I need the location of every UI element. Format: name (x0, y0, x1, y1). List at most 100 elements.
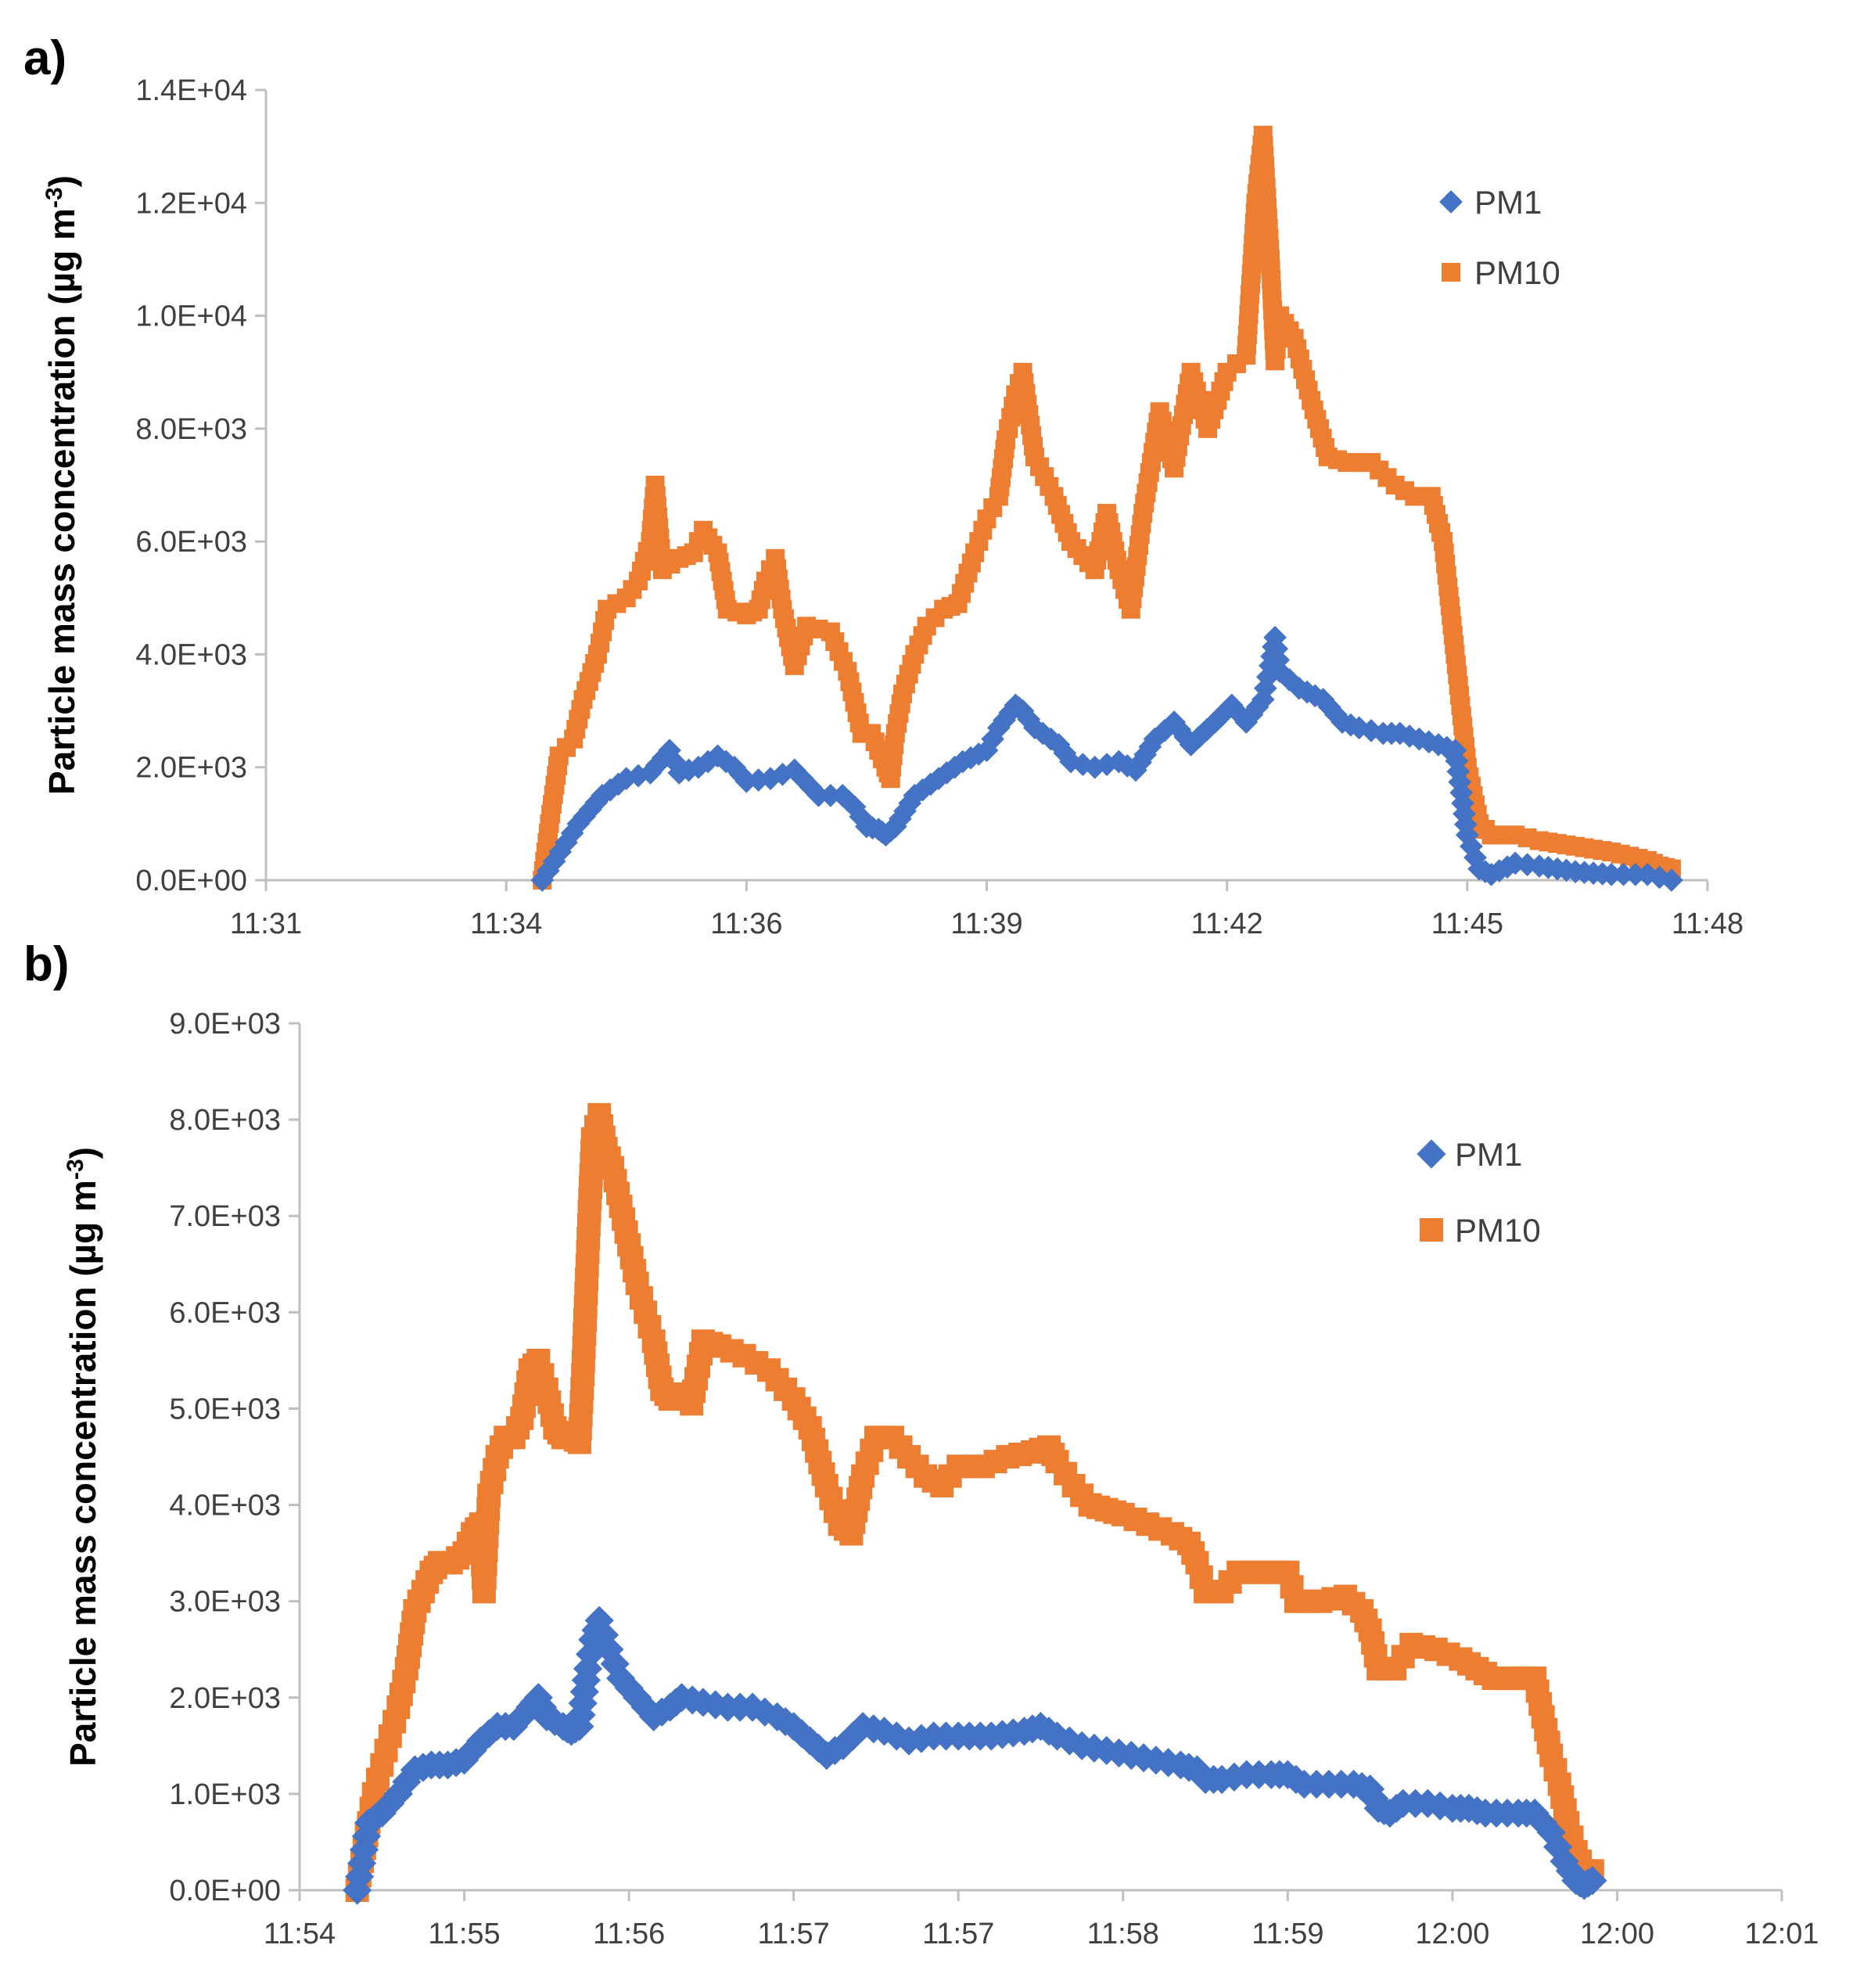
legend-marker-pm1 (1439, 190, 1463, 214)
pm1-point (1311, 688, 1335, 712)
pm1-point (882, 1721, 911, 1751)
panel-label: a) (23, 31, 66, 85)
x-tick-label: 12:00 (1415, 1918, 1489, 1950)
x-tick-label: 11:34 (470, 908, 542, 940)
pm1-point (1660, 868, 1683, 892)
pm1-point (803, 1733, 833, 1763)
pm1-point (688, 1688, 718, 1717)
x-tick-label: 11:45 (1431, 908, 1503, 940)
y-tick-label: 8.0E+03 (169, 1104, 281, 1137)
y-tick-label: 6.0E+03 (169, 1296, 281, 1329)
y-axis-title: Particle mass concentration (µg m-3) (63, 1147, 104, 1767)
pm1-point (1227, 702, 1251, 726)
panel-label: b) (23, 937, 70, 991)
pm1-point (1487, 859, 1511, 883)
pm1-point (605, 1663, 636, 1693)
y-axis-title: Particle mass concentration (µg m-3) (41, 175, 83, 795)
series-pm1 (530, 625, 1683, 892)
pm1-point (383, 1779, 413, 1809)
pm1-point (1115, 754, 1140, 778)
y-tick-label: 9.0E+03 (169, 1008, 281, 1041)
legend: PM1 PM10 (1417, 1136, 1541, 1249)
x-tick-label: 11:42 (1191, 908, 1263, 940)
y-tick-label: 1.2E+04 (135, 187, 247, 220)
x-tick-label: 11:39 (950, 908, 1022, 940)
pm1-point (1460, 834, 1483, 858)
pm1-point (799, 775, 823, 799)
pm1-point (950, 750, 975, 774)
x-tick-label: 12:01 (1744, 1918, 1819, 1950)
legend-marker-pm10 (1442, 263, 1460, 282)
x-tick-label: 11:57 (922, 1918, 994, 1950)
pm1-point (967, 742, 991, 766)
pm1-point (1446, 760, 1471, 784)
y-tick-label: 1.0E+03 (169, 1778, 281, 1811)
y-tick-label: 2.0E+03 (169, 1682, 281, 1715)
pm1-point (1083, 755, 1107, 779)
x-tick-label: 11:31 (230, 908, 302, 940)
pm1-point (1407, 727, 1431, 751)
pm1-point (818, 783, 842, 807)
pm1-point (1600, 862, 1624, 886)
x-tick-label: 11:57 (758, 1918, 830, 1950)
y-tick-label: 0.0E+00 (169, 1875, 281, 1907)
pm1-point (1265, 637, 1289, 661)
x-tick-label: 11:54 (264, 1918, 336, 1950)
x-tick-label: 11:59 (1251, 1918, 1323, 1950)
series-pm1 (343, 1605, 1607, 1905)
x-tick-label: 11:56 (593, 1918, 665, 1950)
pm1-point (993, 708, 1016, 732)
y-tick-label: 1.0E+04 (135, 300, 247, 333)
chart-panel-a: a) 0.0E+00 2.0E+03 4.0E+03 6.0E+03 8.0E+03 1.0… (23, 31, 1743, 940)
pm1-point (560, 821, 584, 845)
legend-label-pm1: PM1 (1474, 184, 1542, 221)
pm1-point (1647, 865, 1672, 890)
pm1-point (1455, 823, 1479, 847)
pm1-point (998, 701, 1022, 724)
pm1-point (1212, 702, 1235, 726)
pm1-point (935, 761, 959, 785)
x-tick-label: 11:48 (1672, 908, 1743, 940)
pm1-point (1359, 718, 1383, 742)
pm1-point (1104, 1738, 1134, 1768)
pm1-point (548, 840, 573, 864)
pm1-point (1317, 695, 1341, 719)
pm1-point (614, 1673, 644, 1703)
legend-marker-pm1 (1417, 1139, 1446, 1169)
pm1-point (1168, 717, 1192, 742)
pm1-point (1179, 732, 1203, 757)
pm1-point (392, 1767, 422, 1797)
pm1-point (1268, 660, 1292, 683)
pm1-point (1449, 781, 1474, 805)
pm1-point (449, 1745, 479, 1775)
pm1-point (1031, 721, 1055, 746)
pm1-point (1636, 862, 1660, 886)
legend-label-pm10: PM10 (1474, 254, 1560, 291)
x-tick-label: 11:36 (710, 908, 782, 940)
pm1-point (898, 791, 922, 815)
pm1-point (806, 783, 831, 807)
pm1-point (1417, 730, 1441, 754)
pm1-point (594, 1634, 624, 1664)
y-tick-label: 2.0E+03 (135, 752, 247, 785)
pm1-point (1067, 1731, 1097, 1760)
x-tick-label: 12:00 (1580, 1918, 1654, 1950)
y-tick-label: 1.4E+04 (135, 74, 247, 107)
x-tick-label: 11:58 (1087, 1918, 1159, 1950)
y-tick-label: 7.0E+03 (169, 1200, 281, 1233)
legend-marker-pm10 (1420, 1218, 1443, 1242)
pm1-point (1623, 862, 1647, 886)
pm1-point (1173, 725, 1198, 750)
y-tick-label: 5.0E+03 (169, 1393, 281, 1425)
pm1-point (1263, 625, 1287, 649)
pm1-point (1295, 680, 1319, 704)
pm1-point (1253, 676, 1277, 700)
pm1-point (738, 1692, 767, 1722)
pm1-point (573, 804, 596, 829)
y-tick-label: 0.0E+00 (135, 865, 247, 897)
pm1-point (1550, 1846, 1579, 1876)
pm1-point (578, 797, 602, 821)
pm1-point (537, 859, 560, 883)
y-tick-label: 8.0E+03 (135, 413, 247, 446)
series-pm10 (345, 1102, 1604, 1902)
